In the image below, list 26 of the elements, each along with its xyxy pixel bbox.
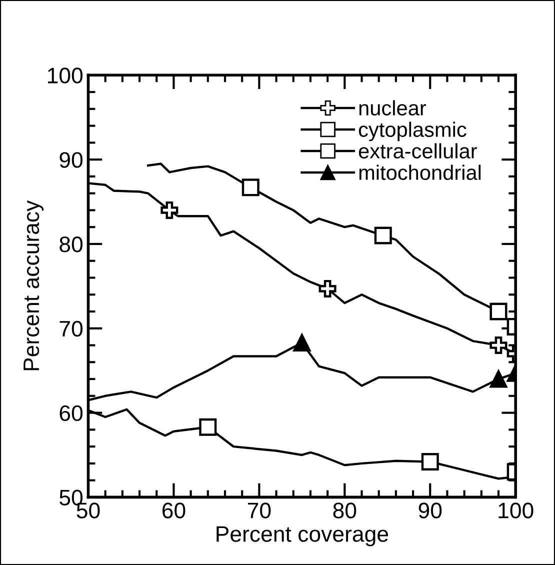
x-tick-label: 80 — [333, 502, 356, 518]
legend-label: cytoplasmic — [358, 122, 466, 142]
point — [490, 370, 508, 388]
point — [421, 453, 439, 470]
y-axis-title: Percent accuracy — [24, 200, 44, 370]
legend-label: mitochondrial — [359, 164, 481, 180]
point — [490, 336, 508, 354]
x-tick-label: 70 — [248, 502, 271, 518]
x-tick-label: 60 — [162, 502, 186, 518]
x-tick-label: 100 — [498, 502, 534, 518]
legend-label: nuclear — [359, 100, 426, 116]
x-axis-title: Percent coverage — [216, 526, 388, 546]
point — [490, 302, 508, 320]
y-tick-label: 100 — [48, 68, 83, 84]
point — [293, 334, 311, 352]
y-tick-label: 70 — [60, 320, 83, 337]
x-tick-label: 90 — [418, 502, 442, 518]
point — [318, 280, 336, 298]
point — [199, 418, 217, 436]
y-tick-label: 80 — [60, 236, 83, 252]
y-tick-label: 90 — [60, 152, 83, 168]
legend-label: extra-cellular — [358, 143, 477, 159]
point — [160, 201, 178, 219]
y-tick-label: 60 — [60, 405, 83, 422]
point — [242, 178, 260, 196]
point — [374, 226, 392, 244]
